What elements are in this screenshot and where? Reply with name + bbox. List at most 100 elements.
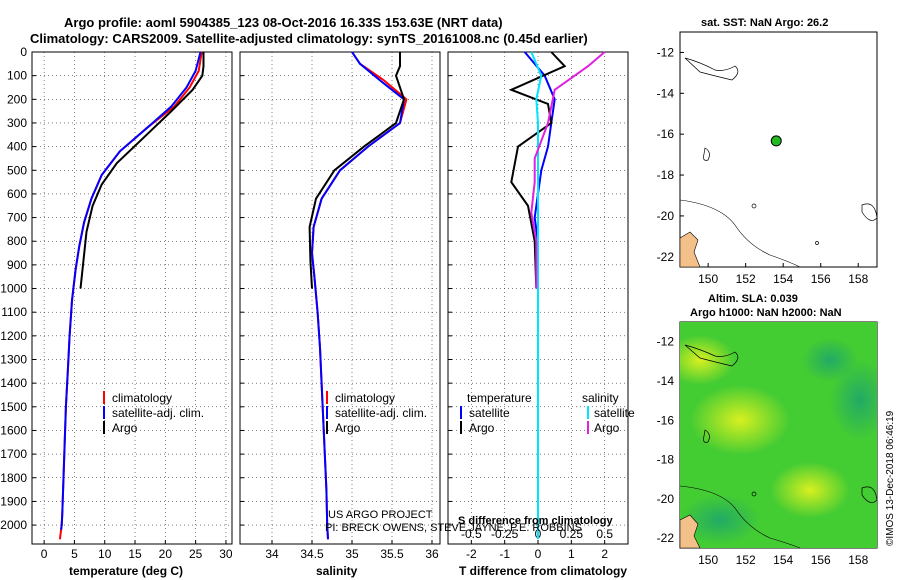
legend-t-argo: Argo — [469, 421, 495, 435]
legend-s-argo: Argo — [594, 421, 620, 435]
x-tick-label: 34 — [265, 547, 279, 561]
series-line — [530, 51, 543, 540]
map-y-tick-label: -14 — [657, 374, 675, 388]
map-x-tick-label: 156 — [811, 553, 831, 567]
y-tick-label: 800 — [7, 234, 27, 248]
map-y-tick-label: -22 — [657, 531, 675, 545]
series-line — [58, 51, 203, 540]
temperature-xlabel: temperature (deg C) — [69, 564, 183, 578]
x-tick-label-s: 0.5 — [596, 527, 613, 541]
x-tick-label: 25 — [189, 547, 203, 561]
map-x-tick-label: 150 — [698, 553, 718, 567]
sla-high-region — [770, 462, 850, 518]
salinity-legend: climatology satellite-adj. clim. Argo — [326, 391, 427, 435]
map-x-tick-label: 154 — [773, 553, 793, 567]
y-tick-label: 1300 — [0, 353, 27, 367]
legend-climatology: climatology — [335, 391, 395, 405]
map-y-tick-label: -16 — [657, 413, 675, 427]
x-tick-label: 1 — [568, 547, 575, 561]
sla-high-region — [680, 335, 735, 385]
x-tick-label: -2 — [466, 547, 477, 561]
location-map-features — [679, 57, 878, 268]
x-tick-label: 30 — [219, 547, 233, 561]
legend-t-satellite: satellite — [469, 406, 510, 420]
difference-xlabel-top: S difference from climatology — [458, 515, 614, 527]
map-y-tick-label: -14 — [657, 86, 675, 100]
x-tick-label: 0 — [535, 547, 542, 561]
map-x-tick-label: 152 — [736, 553, 756, 567]
y-tick-label: 1900 — [0, 494, 27, 508]
series-line — [308, 52, 406, 289]
y-tick-label: 1400 — [0, 376, 27, 390]
reef-outline — [703, 147, 710, 161]
map-x-tick-label: 156 — [811, 272, 831, 286]
legend-temperature-header: temperature — [467, 391, 532, 405]
y-tick-label: 2000 — [0, 518, 27, 532]
location-map-title: sat. SST: NaN Argo: 26.2 — [701, 17, 828, 29]
x-tick-label: 36 — [425, 547, 439, 561]
difference-xlabel: T difference from climatology — [459, 564, 627, 578]
island-outline — [684, 344, 739, 367]
map-y-tick-label: -22 — [657, 250, 675, 264]
y-tick-label: 0 — [20, 45, 27, 59]
x-tick-label: 34.5 — [300, 547, 324, 561]
salinity-panel-frame — [239, 51, 441, 545]
legend-s-satellite: satellite — [594, 406, 635, 420]
series-line — [60, 51, 202, 530]
legend-salinity-header: salinity — [582, 391, 619, 405]
sla-high-region — [690, 385, 790, 455]
reef-dot — [815, 241, 819, 245]
map-y-tick-label: -16 — [657, 127, 675, 141]
reef-dot — [751, 491, 757, 497]
credit-imos: ©IMOS 13-Dec-2018 06:46:19 — [885, 410, 896, 546]
reef-outline — [861, 203, 878, 221]
series-line — [79, 52, 205, 289]
y-tick-label: 1200 — [0, 329, 27, 343]
map-y-tick-label: -12 — [657, 335, 675, 349]
map-y-tick-label: -20 — [657, 492, 675, 506]
y-tick-label: 400 — [7, 140, 27, 154]
y-tick-label: 1800 — [0, 471, 27, 485]
y-tick-label: 100 — [7, 69, 27, 83]
x-tick-label-s: 0.25 — [560, 527, 584, 541]
map-x-tick-label: 150 — [698, 272, 718, 286]
legend-argo: Argo — [112, 421, 138, 435]
reef-outline — [703, 429, 710, 443]
reef-contour — [680, 485, 801, 548]
y-tick-label: 1000 — [0, 282, 27, 296]
y-tick-label: 1700 — [0, 447, 27, 461]
x-tick-label: 0 — [41, 547, 48, 561]
y-tick-label: 300 — [7, 116, 27, 130]
salinity-xlabel: salinity — [316, 564, 358, 578]
x-tick-label: 2 — [601, 547, 608, 561]
reef-contour — [679, 199, 801, 268]
y-tick-label: 200 — [7, 92, 27, 106]
reef-dot — [751, 203, 757, 209]
temperature-panel-frame — [31, 51, 233, 545]
y-tick-label: 1100 — [1, 305, 27, 319]
land-patch — [680, 514, 701, 548]
y-tick-label: 600 — [7, 187, 27, 201]
x-tick-label: 10 — [98, 547, 112, 561]
legend-satellite-adj: satellite-adj. clim. — [112, 406, 204, 420]
difference-legend: temperature salinity satellite Argo sate… — [460, 391, 635, 435]
series-line — [530, 51, 606, 289]
sla-map-title-2: Argo h1000: NaN h2000: NaN — [690, 307, 842, 319]
y-tick-label: 1500 — [0, 400, 27, 414]
x-tick-label: 35 — [345, 547, 359, 561]
x-tick-label: 35.5 — [380, 547, 404, 561]
x-tick-label: -1 — [499, 547, 510, 561]
title-line-2: Climatology: CARS2009. Satellite-adjuste… — [30, 31, 588, 46]
sla-low-region — [680, 495, 760, 545]
x-tick-label: 20 — [159, 547, 173, 561]
sla-heatmap — [680, 322, 877, 548]
legend-satellite-adj: satellite-adj. clim. — [335, 406, 427, 420]
map-y-tick-label: -18 — [657, 453, 675, 467]
y-tick-label: 500 — [7, 163, 27, 177]
x-tick-label: 15 — [128, 547, 142, 561]
series-line — [508, 51, 567, 289]
x-tick-label-s: -0.25 — [491, 527, 519, 541]
map-y-tick-label: -20 — [657, 209, 675, 223]
credit-project: US ARGO PROJECT — [328, 509, 433, 521]
